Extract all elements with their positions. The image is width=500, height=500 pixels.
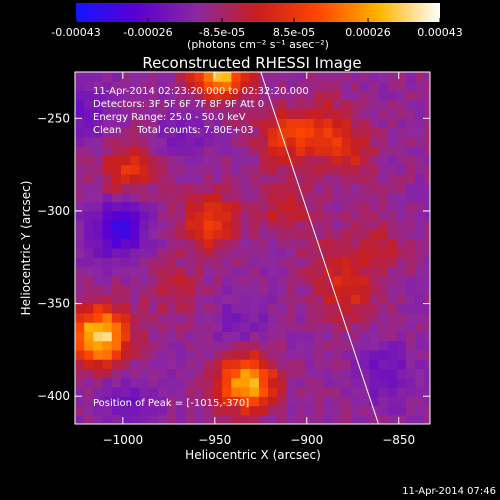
annotation-peak-position: Position of Peak = [-1015,-370]: [93, 398, 249, 409]
y-tick-label: −300: [37, 204, 70, 218]
annotation-clean-counts: Clean Total counts: 7.80E+03: [93, 125, 253, 136]
x-tick-label: −850: [382, 433, 415, 447]
colorbar-tick-label: -8.5e-05: [199, 26, 245, 39]
colorbar-ticks: -0.00043 -0.00026 -8.5e-05 8.5e-05 0.00026 0.…: [51, 18, 463, 39]
plot-frame: [74, 71, 431, 425]
chart-title: Reconstructed RHESSI Image: [142, 54, 361, 72]
x-tick-label: −1000: [103, 433, 144, 447]
y-axis-label: Heliocentric Y (arcsec): [19, 181, 33, 316]
colorbar: [76, 3, 440, 22]
annotation-energy-range: Energy Range: 25.0 - 50.0 keV: [93, 112, 246, 123]
y-tick-label: −250: [37, 111, 70, 125]
colorbar-units-label: (photons cm⁻² s⁻¹ asec⁻²): [187, 38, 329, 51]
heatmap: [75, 72, 430, 424]
solar-limb-line: [260, 72, 379, 424]
x-tick-label: −900: [290, 433, 323, 447]
colorbar-tick-label: 8.5e-05: [273, 26, 315, 39]
colorbar-tick-label: -0.00026: [123, 26, 172, 39]
x-axis: −1000 −950 −900 −850: [103, 72, 415, 447]
y-tick-label: −400: [37, 389, 70, 403]
annotations: 11-Apr-2014 02:23:20.000 to 02:32:20.000…: [93, 86, 309, 409]
footer-timestamp: 11-Apr-2014 07:46: [402, 486, 496, 497]
colorbar-tick-label: -0.00043: [51, 26, 100, 39]
x-axis-label: Heliocentric X (arcsec): [185, 448, 321, 462]
annotation-detectors: Detectors: 3F 5F 6F 7F 8F 9F Att 0: [93, 99, 264, 110]
colorbar-tick-label: 0.00026: [345, 26, 391, 39]
annotation-time-range: 11-Apr-2014 02:23:20.000 to 02:32:20.000: [93, 86, 309, 97]
y-tick-label: −350: [37, 297, 70, 311]
y-axis: −250 −300 −350 −400: [37, 111, 430, 403]
colorbar-tick-label: 0.00043: [417, 26, 463, 39]
x-tick-label: −950: [198, 433, 231, 447]
